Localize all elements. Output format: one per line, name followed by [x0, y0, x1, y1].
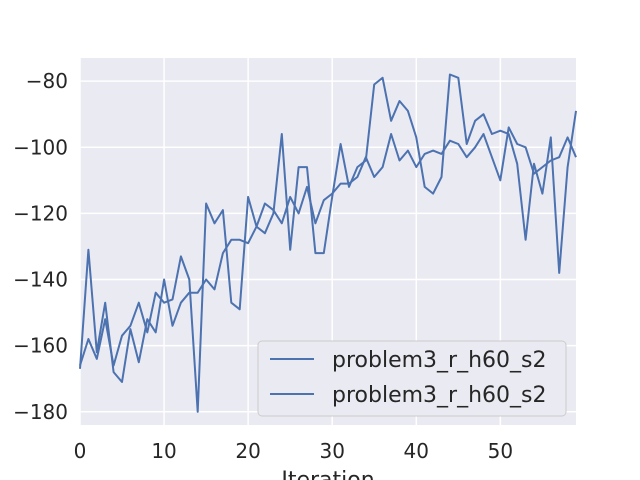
series-line-2 [79, 126, 577, 413]
y-tick-label: −180 [13, 400, 68, 424]
x-axis-ticks: 0 10 20 30 40 50 [74, 439, 513, 463]
y-tick-label: −140 [13, 268, 68, 292]
x-tick-label: 50 [488, 439, 513, 463]
x-axis-label: Iteration [281, 468, 374, 480]
y-tick-label: −120 [13, 201, 68, 225]
x-tick-label: 40 [404, 439, 429, 463]
y-tick-label: −160 [13, 334, 68, 358]
y-tick-label: −80 [26, 69, 68, 93]
legend-label-2: problem3_r_h60_s2 [332, 383, 546, 408]
legend-box [257, 340, 567, 417]
x-tick-label: 0 [74, 439, 87, 463]
x-tick-label: 30 [319, 439, 344, 463]
series-layer [79, 73, 577, 413]
x-tick-label: 20 [235, 439, 260, 463]
y-tick-label: −100 [13, 135, 68, 159]
x-tick-label: 10 [151, 439, 176, 463]
legend: problem3_r_h60_s2 problem3_r_h60_s2 [257, 340, 567, 417]
y-axis-ticks: −180 −160 −140 −120 −100 −80 [13, 69, 68, 424]
series-line-1 [79, 73, 577, 383]
legend-label-1: problem3_r_h60_s2 [332, 348, 546, 373]
